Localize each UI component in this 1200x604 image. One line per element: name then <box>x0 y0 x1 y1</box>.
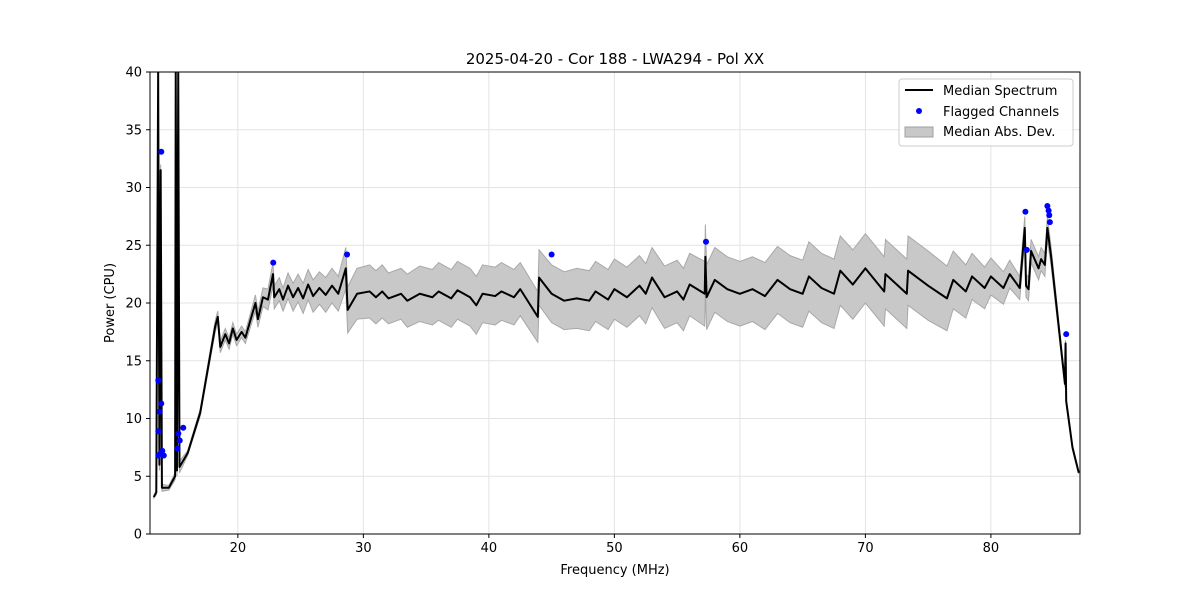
flagged-channel-point <box>175 430 182 437</box>
x-tick-label: 80 <box>983 541 1000 556</box>
flagged-channel-point <box>155 377 162 384</box>
flagged-channel-point <box>1063 331 1070 338</box>
y-tick-label: 25 <box>125 239 142 254</box>
x-tick-label: 50 <box>606 541 623 556</box>
legend-mad: Median Abs. Dev. <box>943 125 1055 140</box>
axis-ticks: 20 30 40 50 60 70 80 0 5 10 15 20 25 30 35 40 <box>125 66 999 557</box>
y-tick-label: 30 <box>125 181 142 196</box>
flagged-channel-point <box>1022 208 1029 215</box>
flagged-channel-point <box>158 400 165 407</box>
flagged-channel-point <box>702 238 709 245</box>
x-axis-label: Frequency (MHz) <box>560 563 669 578</box>
flagged-channel-point <box>180 424 187 431</box>
y-tick-label: 5 <box>134 470 142 485</box>
flagged-channel-point <box>176 437 183 444</box>
x-tick-label: 40 <box>481 541 498 556</box>
x-tick-label: 20 <box>230 541 247 556</box>
mad-band <box>153 72 1080 500</box>
flagged-channel-point <box>159 447 166 454</box>
flagged-channel-point <box>155 428 162 435</box>
legend-flagged: Flagged Channels <box>943 105 1059 120</box>
flagged-channel-point <box>174 445 181 452</box>
flagged-channel-point <box>1044 202 1051 209</box>
x-tick-label: 70 <box>857 541 874 556</box>
flagged-channel-point <box>1023 246 1030 253</box>
flagged-channel-point <box>160 452 167 459</box>
flagged-channel-point <box>548 251 555 258</box>
median-line-group <box>152 72 1080 498</box>
median-spectrum-line <box>152 72 1080 498</box>
x-tick-label: 60 <box>732 541 749 556</box>
flagged-points <box>155 148 1070 459</box>
legend-median: Median Spectrum <box>943 84 1057 99</box>
y-tick-label: 10 <box>125 412 142 427</box>
legend-dot-swatch <box>916 108 922 114</box>
flagged-channel-point <box>270 259 277 266</box>
legend-band-swatch <box>904 126 934 138</box>
legend: Median Spectrum Flagged Channels Median … <box>898 78 1074 147</box>
y-tick-label: 0 <box>134 528 142 543</box>
flagged-channel-point <box>1046 212 1053 219</box>
y-tick-label: 35 <box>125 123 142 138</box>
y-tick-label: 40 <box>125 66 142 81</box>
flagged-channel-point <box>156 408 163 415</box>
flagged-channel-point <box>1045 207 1052 214</box>
mad-band-area <box>153 72 1080 500</box>
legend-box <box>898 78 1074 147</box>
chart-title: 2025-04-20 - Cor 188 - LWA294 - Pol XX <box>466 50 764 68</box>
x-tick-label: 30 <box>355 541 372 556</box>
y-tick-label: 15 <box>125 354 142 369</box>
flagged-channel-point <box>344 251 351 258</box>
flagged-channel-point <box>158 148 165 155</box>
flagged-channel-point <box>1046 219 1053 226</box>
y-tick-label: 20 <box>125 297 142 312</box>
y-axis-label: Power (CPU) <box>103 263 118 343</box>
